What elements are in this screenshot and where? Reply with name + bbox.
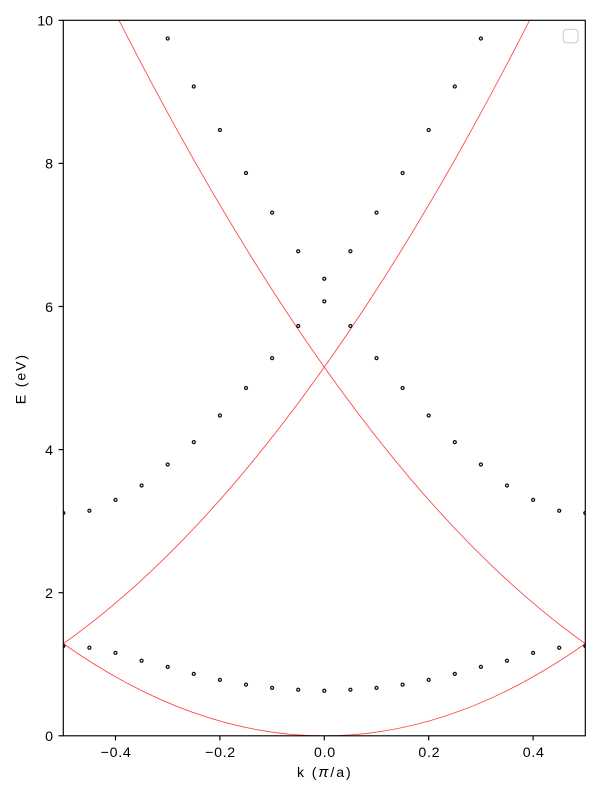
svg-text:E (eV): E (eV) bbox=[14, 353, 30, 404]
svg-text:0.4: 0.4 bbox=[523, 745, 545, 761]
svg-text:−0.4: −0.4 bbox=[101, 745, 132, 761]
svg-text:k (π/a): k (π/a) bbox=[297, 764, 353, 781]
svg-text:0.0: 0.0 bbox=[314, 745, 336, 761]
svg-text:0.2: 0.2 bbox=[418, 745, 440, 761]
svg-text:6: 6 bbox=[45, 300, 53, 316]
svg-text:4: 4 bbox=[45, 443, 53, 459]
svg-text:8: 8 bbox=[45, 157, 53, 173]
svg-text:2: 2 bbox=[45, 586, 53, 602]
svg-text:0: 0 bbox=[45, 729, 53, 745]
svg-text:10: 10 bbox=[37, 14, 53, 30]
svg-text:−0.2: −0.2 bbox=[205, 745, 236, 761]
